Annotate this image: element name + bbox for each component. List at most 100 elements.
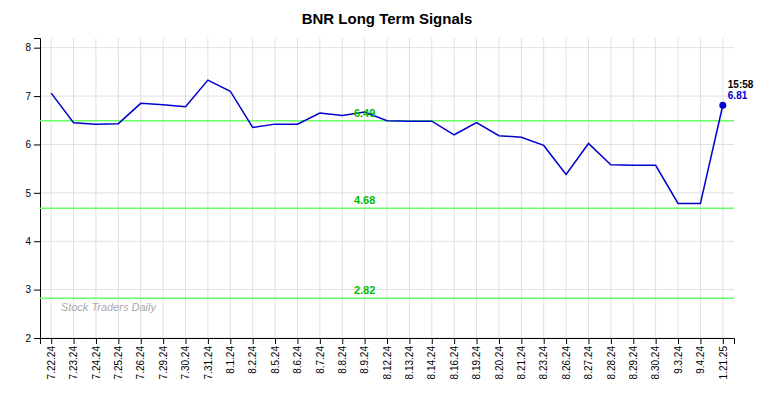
y-tick: 7 xyxy=(25,91,40,102)
grid-line-x xyxy=(431,38,432,338)
x-tick-label: 8.23.24 xyxy=(538,346,549,380)
x-axis: 7.22.247.23.247.24.247.25.247.26.247.29.… xyxy=(41,338,735,379)
grid-line-x xyxy=(342,38,343,338)
x-tick: 8.23.24 xyxy=(538,338,549,379)
x-tick-label: 8.6.24 xyxy=(292,346,303,374)
x-tick: 8.13.24 xyxy=(404,338,415,379)
x-tick-mark xyxy=(588,338,589,344)
x-tick: 7.30.24 xyxy=(180,338,191,379)
grid-line-x xyxy=(118,38,119,338)
x-tick-label: 7.29.24 xyxy=(158,346,169,380)
x-tick-label: 8.20.24 xyxy=(494,346,505,380)
x-tick-mark xyxy=(678,338,679,344)
y-tick: 5 xyxy=(25,188,40,199)
x-tick-mark xyxy=(163,338,164,344)
grid-line-x xyxy=(73,38,74,338)
x-tick-label: 1.21.25 xyxy=(718,346,729,380)
grid-line-x xyxy=(700,38,701,338)
x-tick: 8.5.24 xyxy=(270,338,281,374)
grid-line-x xyxy=(95,38,96,338)
grid-line-x xyxy=(588,38,589,338)
x-tick: 8.12.24 xyxy=(382,338,393,379)
title: BNR Long Term Signals xyxy=(302,10,473,27)
x-tick-label: 9.4.24 xyxy=(695,346,706,374)
x-tick: 8.16.24 xyxy=(449,338,460,379)
grid-line-x xyxy=(521,38,522,338)
x-tick: 7.24.24 xyxy=(91,338,102,379)
x-tick: 8.6.24 xyxy=(292,338,303,374)
x-tick-mark xyxy=(611,338,612,344)
grid-line-x xyxy=(185,38,186,338)
grid-line-x xyxy=(476,38,477,338)
x-tick: 8.9.24 xyxy=(359,338,370,374)
x-tick-mark xyxy=(432,338,433,344)
x-tick-label: 8.1.24 xyxy=(225,346,236,374)
chart: BNR Long Term Signals23456787.22.247.23.… xyxy=(0,0,784,398)
x-tick-label: 8.30.24 xyxy=(650,346,661,380)
x-tick-mark xyxy=(365,338,366,344)
x-tick: 7.26.24 xyxy=(135,338,146,379)
x-tick-label: 8.7.24 xyxy=(315,346,326,374)
x-tick-mark xyxy=(118,338,119,344)
x-tick-label: 7.24.24 xyxy=(91,346,102,380)
x-tick: 8.8.24 xyxy=(337,338,348,374)
reference-label: 2.82 xyxy=(354,284,375,296)
grid-line-x xyxy=(655,38,656,338)
x-tick-mark xyxy=(51,338,52,344)
x-tick-label: 7.30.24 xyxy=(180,346,191,380)
x-tick-mark xyxy=(409,338,410,344)
y-tick-label: 3 xyxy=(25,284,31,295)
grid-line-x xyxy=(409,38,410,338)
x-tick-mark xyxy=(633,338,634,344)
y-tick-mark xyxy=(34,144,40,145)
y-tick-mark xyxy=(34,241,40,242)
x-tick-label: 8.12.24 xyxy=(382,346,393,380)
x-tick-label: 8.21.24 xyxy=(516,346,527,380)
x-tick-label: 8.28.24 xyxy=(606,346,617,380)
y-tick: 8 xyxy=(25,42,40,53)
x-tick-mark xyxy=(387,338,388,344)
grid-line-x xyxy=(275,38,276,338)
x-tick: 8.29.24 xyxy=(628,338,639,379)
x-tick: 7.29.24 xyxy=(158,338,169,379)
reference-label: 4.68 xyxy=(354,194,375,206)
x-tick-label: 8.5.24 xyxy=(270,346,281,374)
line xyxy=(51,80,723,203)
x-tick-mark xyxy=(208,338,209,344)
grid-line-x xyxy=(319,38,320,338)
x-tick-label: 7.31.24 xyxy=(203,346,214,380)
watermark: Stock Traders Daily xyxy=(61,301,158,313)
y-tick-mark xyxy=(34,193,40,194)
y-tick: 6 xyxy=(25,139,40,150)
grid-line-x xyxy=(610,38,611,338)
x-tick-mark xyxy=(74,338,75,344)
x-tick: 8.27.24 xyxy=(583,338,594,379)
x-tick: 8.30.24 xyxy=(650,338,661,379)
y-tick: 2 xyxy=(25,333,40,344)
y-tick-label: 2 xyxy=(25,333,31,344)
x-tick: 8.28.24 xyxy=(606,338,617,379)
y-tick-label: 4 xyxy=(25,236,31,247)
x-tick: 7.31.24 xyxy=(203,338,214,379)
y-tick-label: 8 xyxy=(25,42,31,53)
y-tick-mark xyxy=(34,290,40,291)
x-tick-label: 8.26.24 xyxy=(561,346,572,380)
x-tick: 7.25.24 xyxy=(113,338,124,379)
x-tick-label: 8.29.24 xyxy=(628,346,639,380)
x-tick-label: 8.9.24 xyxy=(359,346,370,374)
x-tick-label: 8.14.24 xyxy=(426,346,437,380)
x-tick: 8.20.24 xyxy=(494,338,505,379)
grid-line-x xyxy=(498,38,499,338)
grid-line-x xyxy=(51,38,52,338)
x-tick-mark xyxy=(275,338,276,344)
y-tick-label: 5 xyxy=(25,188,31,199)
x-tick-label: 7.22.24 xyxy=(46,346,57,380)
x-tick: 8.19.24 xyxy=(471,338,482,379)
x-tick: 9.3.24 xyxy=(673,338,684,374)
x-tick: 8.7.24 xyxy=(315,338,326,374)
x-tick-label: 8.19.24 xyxy=(471,346,482,380)
x-tick: 9.4.24 xyxy=(695,338,706,374)
reference-label: 6.49 xyxy=(354,107,375,119)
x-tick: 8.1.24 xyxy=(225,338,236,374)
last-point xyxy=(719,102,726,109)
